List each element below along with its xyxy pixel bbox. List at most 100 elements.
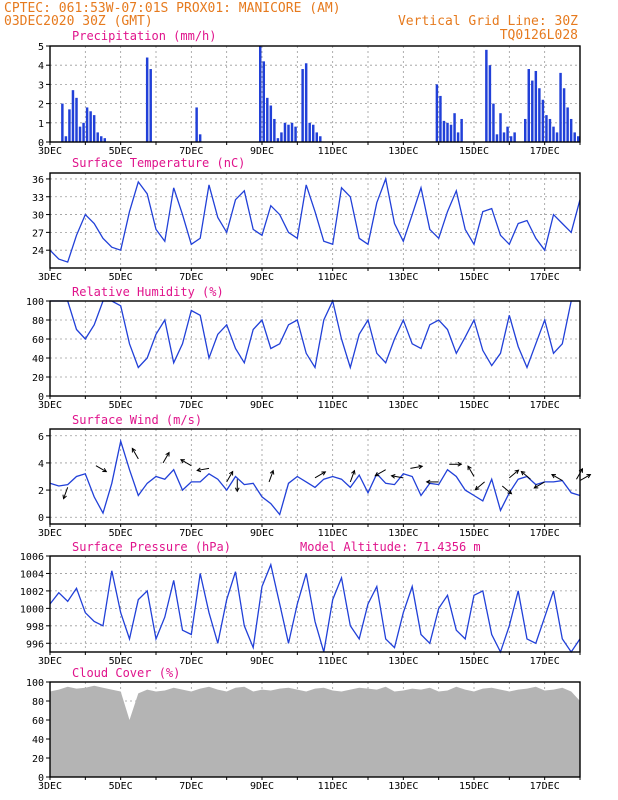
precip-bar <box>276 138 280 142</box>
x-tick-label: 9DEC <box>250 781 274 792</box>
precip-bar <box>266 97 269 142</box>
header-location: CPTEC: 061:53W-07:01S PROX01: MANICORE (… <box>4 1 341 16</box>
precip-bar <box>92 115 96 142</box>
wind-arrow-head <box>180 459 185 464</box>
wind-arrow <box>501 485 512 495</box>
precip-bar <box>315 132 319 142</box>
precip-bar <box>534 70 538 142</box>
wind-arrow-head <box>520 470 526 476</box>
x-tick-label: 3DEC <box>38 146 62 157</box>
precip-bar <box>435 84 439 142</box>
precip-bar <box>523 118 527 142</box>
precip-bar <box>149 69 152 142</box>
precip-bar <box>287 124 290 142</box>
precip-bar <box>453 113 456 142</box>
y-tick-label: 60 <box>32 716 44 727</box>
wind-arrow <box>226 471 234 483</box>
precip-bar <box>456 132 460 142</box>
y-tick-label: 30 <box>32 211 44 222</box>
precip-bar <box>258 46 262 142</box>
precip-bar <box>71 90 75 142</box>
pressure-title: Surface Pressure (hPa) <box>72 540 231 554</box>
wind-arrow <box>534 481 545 489</box>
precip-bar <box>85 107 89 142</box>
y-tick-label: 80 <box>32 697 44 708</box>
y-tick-label: 27 <box>32 228 44 239</box>
precip-bar <box>103 138 107 142</box>
x-tick-label: 7DEC <box>179 781 203 792</box>
x-tick-label: 7DEC <box>179 400 203 411</box>
y-tick-label: 0 <box>38 513 44 524</box>
wind-arrow-head <box>165 451 170 457</box>
precip-bar <box>446 122 449 142</box>
humidity-panel: Relative Humidity (%) 0 20 40 60 80 100 3DEC 5D… <box>26 285 581 411</box>
precip-bar <box>262 61 266 142</box>
x-tick-label: 9DEC <box>250 146 274 157</box>
precip-bar <box>308 122 311 142</box>
x-tick-label: 13DEC <box>388 146 418 157</box>
wind-arrow-head <box>131 447 137 453</box>
x-tick-label: 15DEC <box>459 272 489 283</box>
wind-title: Surface Wind (m/s) <box>72 413 202 427</box>
precip-bar <box>273 118 276 142</box>
y-tick-label: 1000 <box>20 604 44 615</box>
y-tick-label: 100 <box>26 297 44 308</box>
temperature-title: Surface Temperature (nC) <box>72 156 245 170</box>
wind-arrow <box>551 474 563 482</box>
wind-arrow <box>467 465 475 477</box>
x-tick-label: 17DEC <box>530 656 560 667</box>
x-tick-label: 5DEC <box>109 656 133 667</box>
precip-bar <box>548 118 552 142</box>
wind-arrow-head <box>228 470 234 476</box>
wind-arrow-head <box>578 467 583 473</box>
wind-arrow <box>410 465 423 469</box>
wind-arrow-head <box>390 474 396 479</box>
precip-bar <box>290 122 294 142</box>
precip-bar <box>294 126 297 142</box>
wind-arrow-head <box>467 465 472 471</box>
precip-bar <box>283 122 287 142</box>
x-tick-label: 3DEC <box>38 528 62 539</box>
wind-arrow <box>131 448 139 460</box>
cloud-cover-panel: Cloud Cover (%) 0 20 40 60 80 100 3DEC 5DEC 7DEC… <box>26 666 581 792</box>
wind-arrow <box>95 465 107 473</box>
precip-bar <box>545 115 548 142</box>
wind-arrow <box>314 471 326 479</box>
series-line <box>50 299 580 370</box>
precip-bar <box>569 118 573 142</box>
y-tick-label: 1 <box>38 119 44 130</box>
y-tick-label: 996 <box>26 639 44 650</box>
wind-arrow <box>579 474 591 482</box>
y-tick-label: 4 <box>38 61 44 72</box>
pressure-panel: Surface Pressure (hPa) Model Altitude: 7… <box>20 540 581 667</box>
model-altitude: Model Altitude: 71.4356 m <box>300 540 481 554</box>
precip-bar <box>96 132 99 142</box>
x-tick-label: 17DEC <box>530 146 560 157</box>
precip-bar <box>304 63 308 142</box>
x-tick-label: 13DEC <box>388 528 418 539</box>
y-tick-label: 2 <box>38 100 44 111</box>
wind-arrow-head <box>321 471 327 476</box>
y-tick-label: 80 <box>32 316 44 327</box>
precip-bar <box>492 103 495 142</box>
wind-arrow <box>63 487 69 499</box>
x-tick-label: 9DEC <box>250 528 274 539</box>
humidity-plot: 0 20 40 60 80 100 3DEC 5DEC 7DEC 9DEC 11DEC 13DEC 15… <box>26 297 581 411</box>
precipitation-plot: 0 1 2 3 4 5 3DEC 5DEC 7DEC 9DEC 11DEC 13DEC 15DEC 17D… <box>38 42 581 157</box>
precip-bar <box>449 124 453 142</box>
x-tick-label: 3DEC <box>38 272 62 283</box>
wind-arrow <box>391 475 404 479</box>
wind-arrow-head <box>586 474 592 479</box>
precip-bar <box>576 136 580 142</box>
precip-bar <box>531 80 534 142</box>
y-tick-label: 3 <box>38 80 44 91</box>
wind-arrow <box>375 469 386 477</box>
wind-arrow <box>162 452 170 464</box>
y-tick-label: 1002 <box>20 587 44 598</box>
wind-arrow-head <box>269 469 275 475</box>
x-tick-label: 3DEC <box>38 781 62 792</box>
series-line <box>49 176 581 263</box>
wind-arrow <box>197 467 210 471</box>
x-tick-label: 11DEC <box>318 146 348 157</box>
wind-arrow-head <box>533 484 539 489</box>
